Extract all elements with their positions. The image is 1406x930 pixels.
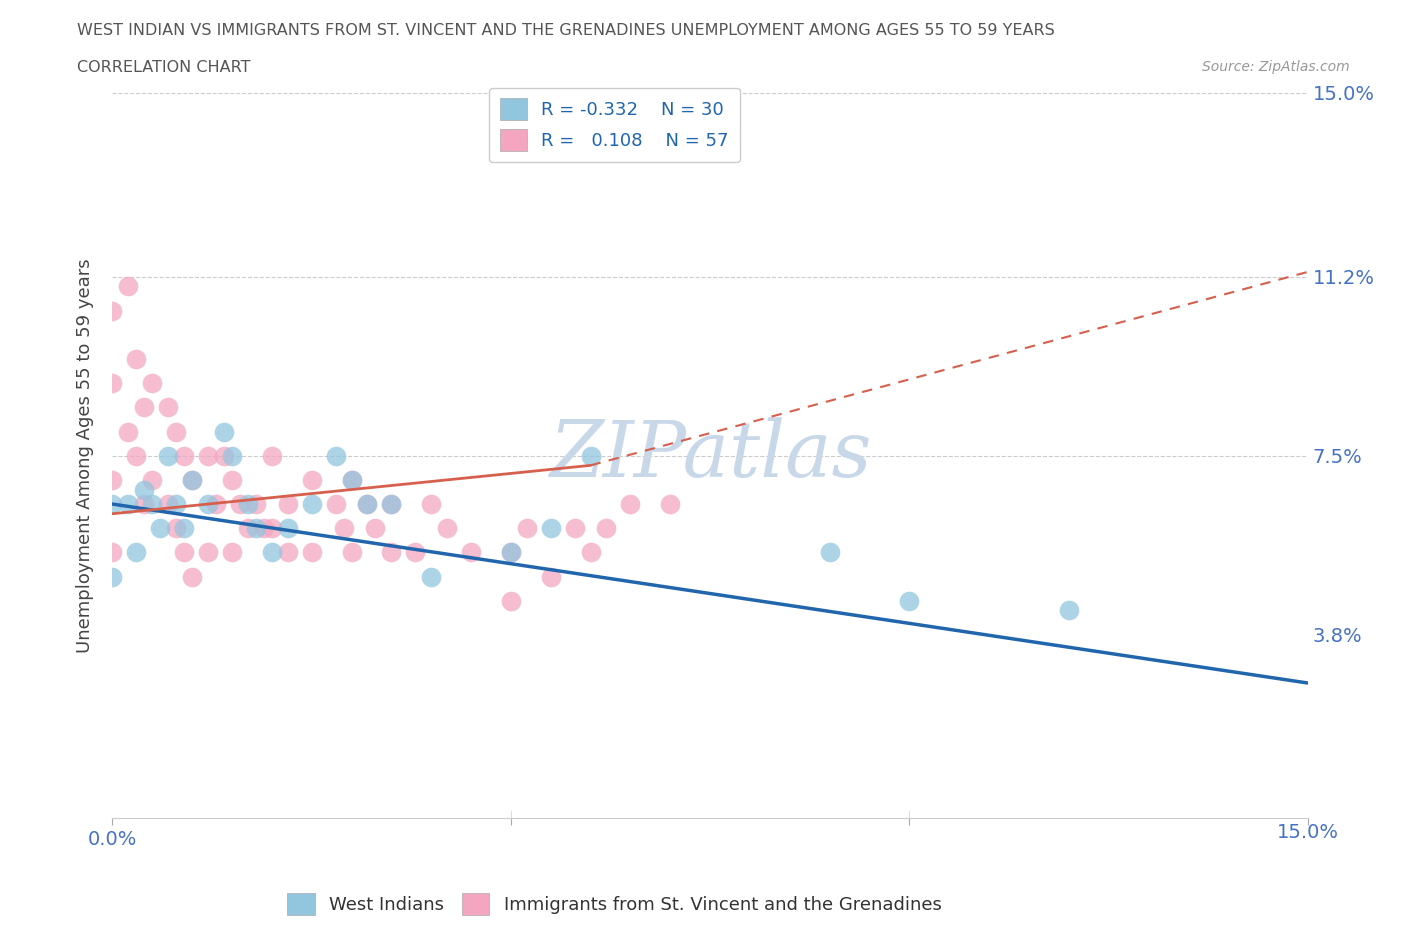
Point [212,448,235,463]
Point [420,497,443,512]
Point [221,545,243,560]
Point [141,376,163,391]
Point [516,521,538,536]
Point [101,545,124,560]
Point [460,545,482,560]
Point [579,545,602,560]
Point [245,521,267,536]
Point [404,545,426,560]
Point [229,497,252,512]
Point [380,545,402,560]
Point [340,472,363,487]
Point [340,545,363,560]
Point [134,482,156,497]
Point [499,545,522,560]
Point [325,448,347,463]
Point [157,448,180,463]
Point [221,472,243,487]
Point [619,497,641,512]
Point [141,497,163,512]
Point [301,497,323,512]
Y-axis label: Unemployment Among Ages 55 to 59 years: Unemployment Among Ages 55 to 59 years [76,259,94,653]
Point [197,448,219,463]
Point [277,521,299,536]
Point [101,472,124,487]
Point [117,497,139,512]
Point [1057,603,1080,618]
Point [165,424,187,439]
Point [236,521,259,536]
Point [173,448,195,463]
Point [165,497,187,512]
Point [245,497,267,512]
Point [181,472,204,487]
Point [101,376,124,391]
Point [540,521,562,536]
Point [181,569,204,584]
Point [260,448,283,463]
Point [236,497,259,512]
Legend: West Indians, Immigrants from St. Vincent and the Grenadines: West Indians, Immigrants from St. Vincen… [280,885,949,922]
Point [332,521,354,536]
Point [181,472,204,487]
Point [579,448,602,463]
Point [125,352,148,366]
Point [277,545,299,560]
Text: ZIPatlas: ZIPatlas [548,418,872,494]
Point [205,497,228,512]
Point [301,545,323,560]
Point [340,472,363,487]
Point [659,497,682,512]
Point [134,497,156,512]
Point [197,545,219,560]
Point [149,521,172,536]
Point [818,545,841,560]
Point [134,400,156,415]
Point [221,448,243,463]
Text: CORRELATION CHART: CORRELATION CHART [77,60,250,75]
Point [141,472,163,487]
Point [325,497,347,512]
Point [173,545,195,560]
Point [364,521,387,536]
Point [380,497,402,512]
Point [125,448,148,463]
Text: 15.0%: 15.0% [1277,823,1339,843]
Point [499,545,522,560]
Point [898,593,921,608]
Point [157,497,180,512]
Point [165,521,187,536]
Point [356,497,378,512]
Point [117,279,139,294]
Point [564,521,586,536]
Point [157,400,180,415]
Point [260,521,283,536]
Point [253,521,276,536]
Point [540,569,562,584]
Point [101,569,124,584]
Text: Source: ZipAtlas.com: Source: ZipAtlas.com [1202,60,1350,74]
Point [436,521,458,536]
Point [380,497,402,512]
Point [499,593,522,608]
Point [117,424,139,439]
Text: WEST INDIAN VS IMMIGRANTS FROM ST. VINCENT AND THE GRENADINES UNEMPLOYMENT AMONG: WEST INDIAN VS IMMIGRANTS FROM ST. VINCE… [77,23,1054,38]
Point [260,545,283,560]
Point [101,303,124,318]
Point [420,569,443,584]
Point [197,497,219,512]
Point [173,521,195,536]
Point [277,497,299,512]
Point [356,497,378,512]
Point [101,497,124,512]
Point [212,424,235,439]
Point [125,545,148,560]
Point [301,472,323,487]
Point [595,521,617,536]
